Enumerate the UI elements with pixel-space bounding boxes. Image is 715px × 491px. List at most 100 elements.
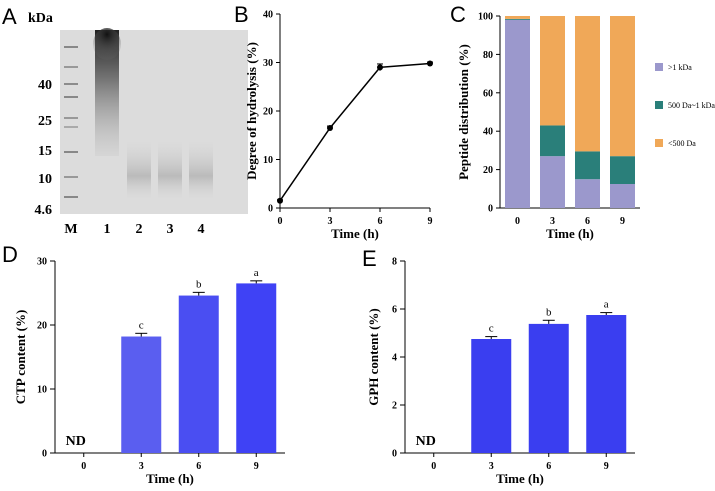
lane-label: 3 (167, 222, 174, 237)
x-tick-label: 6 (378, 216, 383, 227)
y-axis-title: Degree of hydrolysis (%) (244, 42, 259, 180)
stacked-bar-segment (540, 125, 565, 157)
x-tick-label: 0 (431, 461, 436, 472)
ctp-content-bar-chart: D 0 10 20 30 0 ND 3 c 6 b 9 a Time (h) CTP content (%) (2, 242, 285, 486)
stacked-bar-segment (575, 151, 600, 180)
y-tick-label: 30 (37, 257, 47, 268)
data-point (327, 124, 333, 131)
x-tick-label: 9 (620, 216, 625, 227)
stacked-bar-segment (610, 156, 635, 184)
gph-content-bar-chart: E 0 2 4 6 8 0 ND 3 c 6 b 9 a Time (h) GPH content (%) (362, 246, 635, 486)
x-tick-label: 0 (515, 216, 520, 227)
significance-letter: b (546, 306, 552, 318)
x-axis-title: Time (h) (331, 226, 379, 241)
data-point (427, 60, 433, 67)
lane-2-smear (127, 140, 151, 200)
significance-letter: c (489, 323, 494, 335)
lane-label: 2 (136, 222, 143, 237)
lane-label: 4 (198, 222, 205, 237)
legend-swatch (655, 63, 663, 71)
y-tick-label: 30 (263, 58, 273, 69)
lane-1-smear (93, 28, 121, 156)
bar (178, 295, 219, 453)
x-tick-label: 0 (278, 216, 283, 227)
bar (121, 336, 162, 453)
x-tick-label: 6 (585, 216, 590, 227)
y-tick-label: 20 (483, 165, 493, 176)
gel-panel: A kDa 40 25 15 10 4.6 M 1 2 3 4 (2, 4, 248, 237)
x-tick-label: 3 (489, 461, 494, 472)
stacked-bar-segment (505, 16, 530, 19)
bar (236, 283, 277, 453)
y-tick-label: 40 (263, 10, 273, 21)
x-axis-title: Time (h) (146, 471, 194, 486)
legend-swatch (655, 101, 663, 109)
marker-label: 25 (38, 114, 52, 129)
y-tick-label: 6 (392, 305, 397, 316)
y-tick-label: 0 (42, 449, 47, 460)
x-tick-label: 9 (604, 461, 609, 472)
marker-lane (64, 46, 78, 198)
stacked-bar-segment (575, 179, 600, 208)
panel-label: B (234, 2, 249, 27)
gel-image (60, 30, 248, 214)
bar (586, 315, 627, 453)
significance-letter: a (254, 267, 259, 279)
x-tick-label: 9 (254, 461, 259, 472)
panel-label-a: A (2, 4, 17, 29)
panel-label: D (2, 242, 18, 267)
lane-3-smear (158, 140, 182, 200)
legend-entry: 500 Da~1 kDa (668, 101, 715, 110)
y-tick-label: 0 (392, 449, 397, 460)
x-axis-title: Time (h) (496, 471, 544, 486)
peptide-distribution-stacked-chart: C 0 20 40 60 80 100 0 3 6 9 Time (h) Peptide distrib… (450, 2, 715, 241)
marker-label: 4.6 (35, 203, 53, 218)
stacked-bar-segment (540, 156, 565, 208)
y-tick-label: 60 (483, 88, 493, 99)
marker-label: 10 (38, 172, 52, 187)
x-tick-label: 3 (550, 216, 555, 227)
stacked-bar-segment (610, 16, 635, 157)
significance-letter: a (604, 299, 609, 311)
lane-labels: M 1 2 3 4 (64, 222, 204, 237)
hydrolysis-line-chart: B 0 10 20 30 40 0 3 6 9 Time (h) Degree of hydrolys… (234, 2, 433, 241)
significance-letter: b (196, 278, 202, 290)
hydrolysis-line (279, 62, 431, 202)
data-point (277, 197, 283, 204)
y-tick-label: 2 (392, 401, 397, 412)
bar (471, 339, 512, 453)
marker-label: 15 (38, 144, 52, 159)
stacked-bar-segment (505, 19, 530, 209)
lane-4-smear (189, 140, 213, 200)
y-axis-title: CTP content (%) (13, 310, 28, 405)
y-tick-label: 10 (263, 155, 273, 166)
legend-entry: >1 kDa (668, 63, 692, 72)
y-tick-label: 40 (483, 127, 493, 138)
lane-label: 1 (104, 222, 111, 237)
data-point (377, 64, 383, 71)
x-tick-label: 6 (196, 461, 201, 472)
stacked-bar-segment (540, 16, 565, 126)
bar (528, 323, 569, 453)
y-axis-title: Peptide distribution (%) (456, 44, 471, 180)
x-axis-title: Time (h) (546, 226, 594, 241)
y-tick-label: 0 (268, 204, 273, 215)
y-tick-label: 20 (37, 321, 47, 332)
y-axis-title: GPH content (%) (366, 308, 381, 405)
legend-swatch (655, 139, 663, 147)
lane-label: M (64, 222, 77, 237)
not-detected-label: ND (416, 434, 436, 449)
x-tick-label: 0 (81, 461, 86, 472)
y-tick-label: 8 (392, 257, 397, 268)
x-tick-label: 3 (139, 461, 144, 472)
marker-label: 40 (38, 78, 52, 93)
x-tick-label: 3 (328, 216, 333, 227)
marker-labels: 40 25 15 10 4.6 (35, 78, 53, 218)
x-tick-label: 6 (546, 461, 551, 472)
not-detected-label: ND (66, 434, 86, 449)
panel-label: E (362, 246, 377, 271)
y-tick-label: 20 (263, 107, 273, 118)
legend-entry: <500 Da (668, 139, 696, 148)
y-tick-label: 100 (478, 12, 493, 23)
